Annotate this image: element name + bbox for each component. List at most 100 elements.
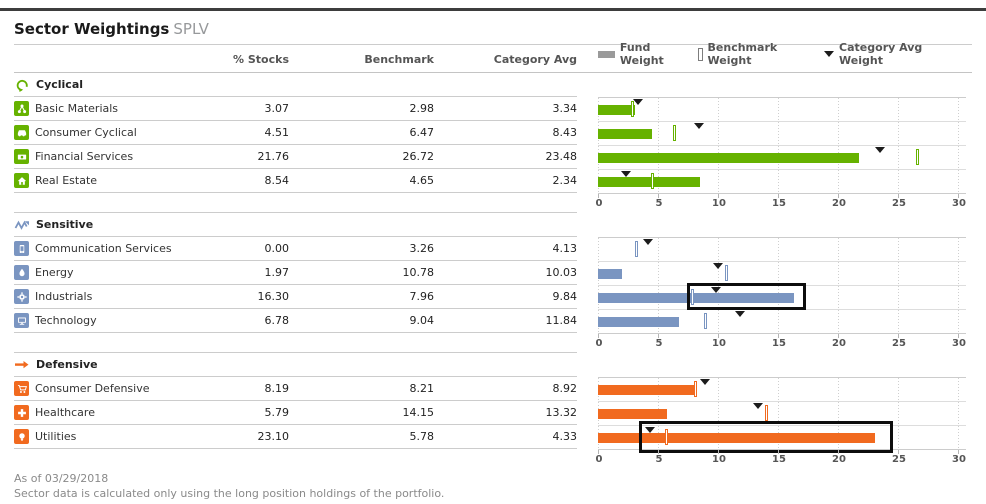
- category-avg-marker: [713, 263, 724, 269]
- legend-fund-weight: Fund Weight: [598, 41, 698, 67]
- consumer-defensive-icon: [14, 381, 29, 396]
- sector-name: Healthcare: [35, 406, 95, 419]
- sector-weightings-module: Sector Weightings SPLV % Stocks Benchmark…: [0, 11, 986, 501]
- cyclical-icon: [16, 79, 28, 92]
- highlight-box-utilities[interactable]: [638, 421, 894, 453]
- fund-weight-bar[interactable]: [598, 129, 653, 139]
- category-avg-value: 23.48: [545, 150, 578, 163]
- benchmark-value: 2.98: [409, 102, 435, 115]
- legend-category-avg-weight: Category Avg Weight: [824, 41, 969, 67]
- defensive-icon: [15, 361, 29, 369]
- chart-row-technology: [598, 310, 966, 334]
- defensive-chart: 0 5 10 15 20 25 30: [596, 352, 969, 468]
- chart-row-utilities: [598, 421, 966, 453]
- stocks-value: 23.10: [257, 430, 290, 443]
- category-avg-marker: [752, 403, 763, 409]
- benchmark-marker: [664, 429, 668, 445]
- category-avg-value: 8.43: [552, 126, 578, 139]
- page-title: Sector Weightings: [14, 20, 170, 38]
- chart-row-healthcare: [598, 402, 966, 426]
- benchmark-marker: [703, 313, 707, 329]
- footnote-block: As of 03/29/2018 Sector data is calculat…: [14, 471, 972, 501]
- benchmark-value: 5.78: [409, 430, 435, 443]
- category-avg-value: 3.34: [552, 102, 578, 115]
- column-header-category-avg: Category Avg: [493, 53, 577, 66]
- category-avg-marker: [700, 379, 711, 385]
- group-header-sensitive: Sensitive: [14, 212, 577, 237]
- table-row: Real Estate 8.54 4.65 2.34: [14, 169, 577, 193]
- category-avg-marker: [694, 123, 705, 129]
- highlight-box-industrials[interactable]: [686, 283, 806, 310]
- stocks-value: 8.54: [264, 174, 290, 187]
- benchmark-marker: [694, 381, 698, 397]
- sector-name: Consumer Cyclical: [35, 126, 137, 139]
- sector-name: Real Estate: [35, 174, 98, 187]
- chart-legend: Fund Weight Benchmark Weight Category Av…: [598, 41, 969, 72]
- technology-icon: [14, 313, 29, 328]
- sensitive-icon: [14, 220, 29, 230]
- benchmark-value: 26.72: [402, 150, 435, 163]
- category-avg-marker: [644, 427, 655, 433]
- table-row: Industrials 16.30 7.96 9.84: [14, 285, 577, 309]
- category-avg-value: 4.33: [552, 430, 578, 443]
- defensive-x-axis: 0 5 10 15 20 25 30: [596, 450, 966, 468]
- legend-benchmark-weight: Benchmark Weight: [697, 41, 825, 67]
- fund-weight-bar[interactable]: [598, 433, 876, 443]
- top-border: [0, 8, 986, 11]
- sector-name: Technology: [35, 314, 97, 327]
- fund-weight-bar[interactable]: [598, 385, 697, 395]
- fund-weight-bar[interactable]: [598, 293, 794, 303]
- benchmark-value: 7.96: [409, 290, 435, 303]
- category-avg-value: 9.84: [552, 290, 578, 303]
- chart-row-consumer-cyclical: [598, 122, 966, 146]
- stocks-value: 16.30: [257, 290, 290, 303]
- fund-weight-bar-icon: [598, 50, 615, 58]
- cyclical-x-axis: 0 5 10 15 20 25 30: [596, 194, 966, 212]
- category-avg-value: 2.34: [552, 174, 578, 187]
- fund-weight-bar[interactable]: [598, 269, 622, 279]
- energy-icon: [14, 265, 29, 280]
- benchmark-value: 6.47: [409, 126, 435, 139]
- category-avg-value: 4.13: [552, 242, 578, 255]
- benchmark-marker: [631, 101, 635, 117]
- benchmark-value: 9.04: [409, 314, 435, 327]
- sector-name: Industrials: [35, 290, 93, 303]
- category-avg-triangle-icon: [824, 51, 835, 57]
- table-row: Healthcare 5.79 14.15 13.32: [14, 401, 577, 425]
- cyclical-chart: 0 5 10 15 20 25 30: [596, 73, 969, 212]
- chart-row-consumer-defensive: [598, 378, 966, 402]
- category-avg-marker: [711, 287, 722, 293]
- module-title-row: Sector Weightings SPLV: [14, 11, 972, 45]
- benchmark-marker: [765, 405, 769, 421]
- stocks-value: 5.79: [264, 406, 290, 419]
- column-spacer: [14, 53, 192, 66]
- stocks-value: 4.51: [264, 126, 290, 139]
- defensive-plot-area: [598, 377, 966, 453]
- fund-weight-bar[interactable]: [598, 105, 635, 115]
- sensitive-chart: 0 5 10 15 20 25 30: [596, 212, 969, 352]
- utilities-icon: [14, 429, 29, 444]
- fund-weight-bar[interactable]: [598, 409, 668, 419]
- category-avg-marker: [874, 147, 885, 153]
- cyclical-plot-area: [598, 97, 966, 194]
- table-row: Basic Materials 3.07 2.98 3.34: [14, 97, 577, 121]
- basic-materials-icon: [14, 101, 29, 116]
- group-header-cyclical: Cyclical: [14, 73, 577, 97]
- sector-name: Basic Materials: [35, 102, 119, 115]
- stocks-value: 1.97: [264, 266, 290, 279]
- benchmark-value: 4.65: [409, 174, 435, 187]
- benchmark-marker: [691, 289, 695, 305]
- chart-row-real-estate: [598, 170, 966, 194]
- sector-name: Consumer Defensive: [35, 382, 150, 395]
- benchmark-marker: [651, 173, 655, 189]
- legend-fund-label: Fund Weight: [619, 41, 664, 67]
- fund-weight-bar[interactable]: [598, 177, 701, 187]
- group-label: Defensive: [36, 358, 98, 371]
- benchmark-value: 10.78: [402, 266, 435, 279]
- column-header-benchmark: Benchmark: [364, 53, 434, 66]
- fund-weight-bar[interactable]: [598, 317, 680, 327]
- stocks-value: 3.07: [264, 102, 290, 115]
- sector-name: Financial Services: [35, 150, 134, 163]
- table-row: Consumer Defensive 8.19 8.21 8.92: [14, 377, 577, 401]
- fund-weight-bar[interactable]: [598, 153, 860, 163]
